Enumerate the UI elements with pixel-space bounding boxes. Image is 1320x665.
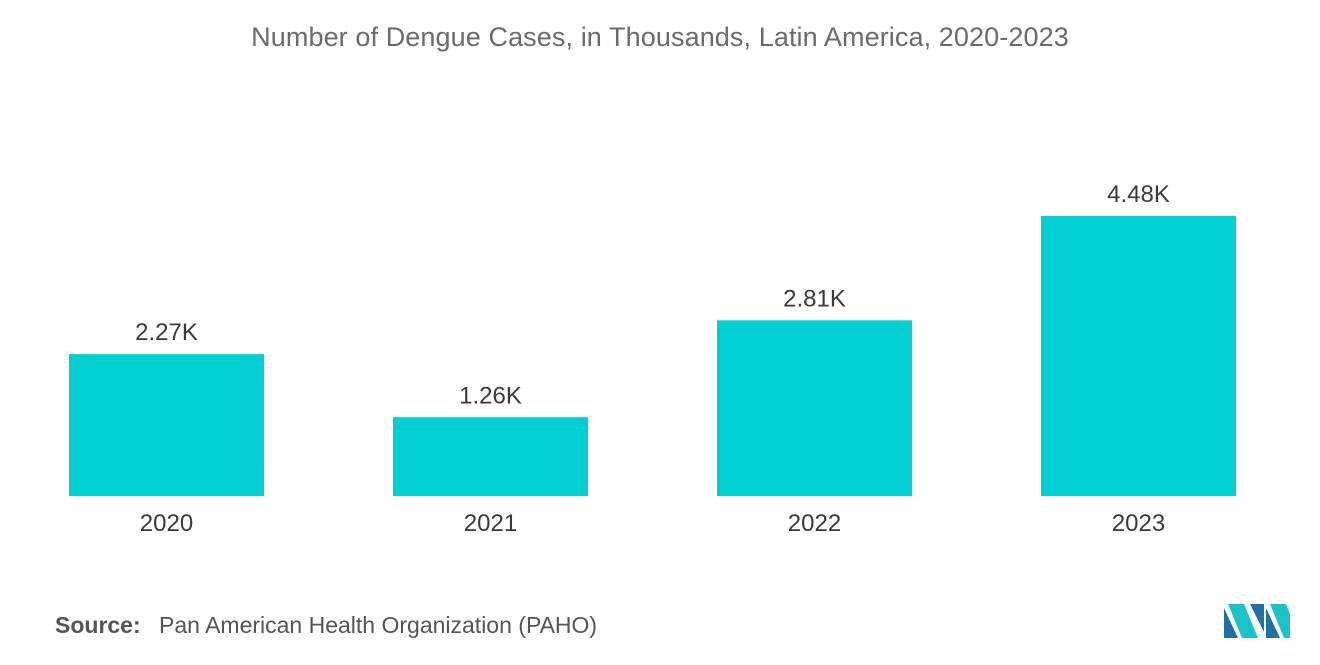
data-label-2021: 1.26K — [459, 382, 522, 409]
brand-logo-icon — [1224, 604, 1290, 638]
data-label-2023: 4.48K — [1107, 181, 1170, 208]
x-tick-label-2023: 2023 — [1112, 510, 1165, 537]
data-label-2020: 2.27K — [135, 319, 198, 346]
source-label: Source: — [55, 612, 141, 638]
bar-2020 — [69, 354, 264, 496]
bar-2022 — [717, 320, 912, 496]
source-text: Pan American Health Organization (PAHO) — [159, 612, 598, 638]
bar-2021 — [393, 417, 588, 496]
x-tick-label-2020: 2020 — [140, 510, 193, 537]
x-tick-label-2022: 2022 — [788, 510, 841, 537]
chart-title: Number of Dengue Cases, in Thousands, La… — [251, 22, 1069, 52]
bar-2023 — [1041, 216, 1236, 496]
x-tick-label-2021: 2021 — [464, 510, 517, 537]
source-note: Source: Pan American Health Organization… — [55, 612, 597, 639]
data-label-2022: 2.81K — [783, 285, 846, 312]
